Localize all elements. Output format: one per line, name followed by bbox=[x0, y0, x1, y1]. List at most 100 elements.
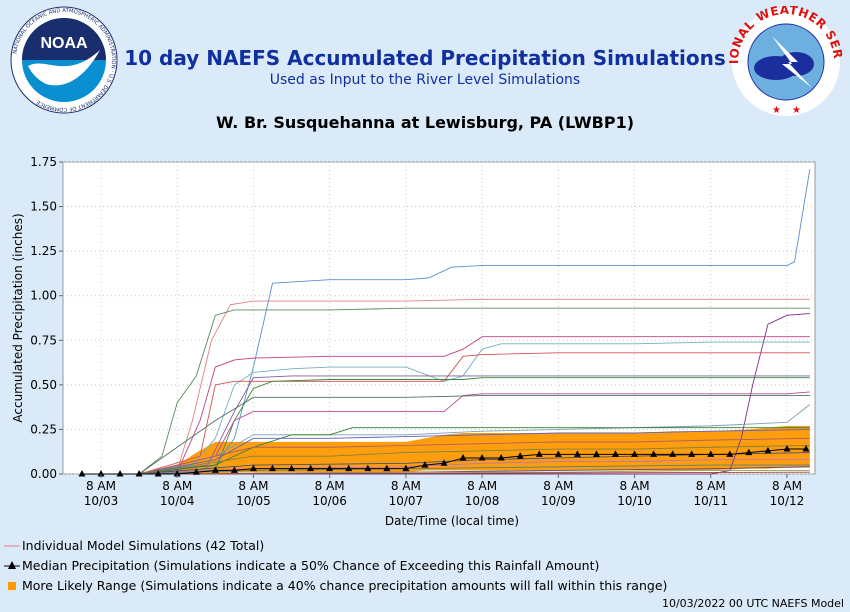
x-tick-date-label: 10/10 bbox=[617, 494, 652, 508]
median-point bbox=[592, 450, 600, 457]
simulation-line bbox=[139, 391, 810, 475]
nws-star-icon: ★ bbox=[772, 105, 781, 116]
simulation-line bbox=[139, 377, 810, 475]
simulation-line bbox=[139, 445, 810, 475]
median-point bbox=[726, 450, 734, 457]
x-tick-time-label: 8 AM bbox=[696, 479, 726, 493]
median-point bbox=[307, 464, 315, 472]
y-tick-label: 0.00 bbox=[30, 467, 57, 481]
median-point bbox=[268, 464, 276, 472]
simulation-line bbox=[138, 307, 810, 475]
y-tick-label: 1.25 bbox=[30, 244, 57, 258]
median-point bbox=[783, 445, 791, 452]
x-tick-time-label: 8 AM bbox=[162, 479, 192, 493]
x-axis-label: Date/Time (local time) bbox=[385, 514, 519, 528]
median-point bbox=[402, 464, 410, 472]
page-title: 10 day NAEFS Accumulated Precipitation S… bbox=[124, 46, 726, 70]
noaa-logo-text: NOAA bbox=[40, 35, 88, 52]
simulation-line bbox=[139, 437, 810, 475]
median-layer bbox=[78, 445, 810, 477]
median-point bbox=[135, 470, 143, 477]
median-point bbox=[192, 468, 200, 475]
y-tick-label: 1.50 bbox=[30, 200, 57, 214]
legend-triangle-icon bbox=[4, 560, 20, 572]
simulation-line bbox=[139, 471, 810, 475]
median-point bbox=[211, 466, 219, 473]
location-title: W. Br. Susquehanna at Lewisburg, PA (LWB… bbox=[215, 113, 635, 132]
legend-median-label: Median Precipitation (Simulations indica… bbox=[22, 558, 600, 573]
median-point bbox=[288, 464, 296, 472]
x-tick-time-label: 8 AM bbox=[391, 479, 421, 493]
median-point bbox=[688, 450, 696, 457]
median-point bbox=[173, 470, 181, 477]
legend-square-icon bbox=[4, 580, 20, 592]
y-axis-label: Accumulated Precipitation (inches) bbox=[11, 213, 25, 422]
simulation-line bbox=[139, 313, 810, 475]
y-tick-label: 0.50 bbox=[30, 378, 57, 392]
median-point bbox=[554, 450, 562, 457]
x-tick-time-label: 8 AM bbox=[620, 479, 650, 493]
x-tick-time-label: 8 AM bbox=[467, 479, 497, 493]
page-subtitle: Used as Input to the River Level Simulat… bbox=[269, 72, 581, 88]
x-tick-date-label: 10/05 bbox=[236, 494, 271, 508]
median-point bbox=[440, 459, 448, 466]
median-point bbox=[249, 464, 257, 472]
x-tick-time-label: 8 AM bbox=[315, 479, 345, 493]
median-point bbox=[573, 450, 581, 457]
median-point bbox=[421, 461, 429, 468]
median-point bbox=[631, 450, 639, 457]
median-point bbox=[764, 446, 772, 454]
y-tick-label: 0.25 bbox=[30, 422, 57, 436]
simulation-line bbox=[139, 428, 810, 475]
x-tick-date-label: 10/04 bbox=[160, 494, 195, 508]
x-tick-date-label: 10/09 bbox=[541, 494, 576, 508]
more-likely-range-band bbox=[139, 425, 810, 474]
legend-range-label: More Likely Range (Simulations indicate … bbox=[22, 578, 668, 593]
x-tick-date-label: 10/08 bbox=[465, 494, 500, 508]
series-layer bbox=[138, 169, 811, 475]
noaa-logo[interactable]: NOAA NATIONAL OCEANIC AND ATMOSPHERIC AD… bbox=[6, 6, 122, 114]
median-point bbox=[345, 464, 353, 472]
footer-model-run: 10/03/2022 00 UTC NAEFS Model bbox=[661, 597, 844, 610]
simulation-line bbox=[139, 298, 810, 475]
plot-area bbox=[62, 161, 816, 475]
x-tick-date-label: 10/06 bbox=[312, 494, 347, 508]
x-tick-date-label: 10/07 bbox=[389, 494, 424, 508]
median-point bbox=[802, 445, 810, 452]
y-tick-label: 1.75 bbox=[30, 155, 57, 169]
x-tick-time-label: 8 AM bbox=[238, 479, 268, 493]
median-point bbox=[650, 450, 658, 457]
median-point bbox=[230, 466, 238, 473]
median-point bbox=[669, 450, 677, 457]
simulation-line bbox=[139, 427, 810, 475]
range-band-layer bbox=[139, 425, 810, 474]
median-point bbox=[459, 453, 467, 461]
median-point bbox=[707, 450, 715, 457]
x-tick-date-label: 10/03 bbox=[84, 494, 119, 508]
median-point bbox=[383, 464, 391, 472]
simulation-line bbox=[139, 469, 810, 475]
median-point bbox=[745, 448, 753, 456]
median-point bbox=[611, 450, 619, 457]
simulation-line bbox=[138, 395, 810, 475]
median-point bbox=[78, 470, 86, 477]
legend-median: Median Precipitation (Simulations indica… bbox=[4, 558, 599, 573]
median-point bbox=[478, 453, 486, 461]
legend-individual-label: Individual Model Simulations (42 Total) bbox=[22, 538, 265, 553]
x-tick-date-label: 10/11 bbox=[693, 494, 728, 508]
median-point bbox=[326, 464, 334, 472]
nws-logo[interactable]: NATIONAL WEATHER SERVICE ★ ★ bbox=[728, 6, 844, 118]
x-tick-time-label: 8 AM bbox=[543, 479, 573, 493]
median-point bbox=[535, 450, 543, 457]
legend-line-icon bbox=[4, 540, 20, 552]
median-point bbox=[364, 464, 372, 472]
x-tick-time-label: 8 AM bbox=[772, 479, 802, 493]
median-point bbox=[154, 470, 162, 477]
nws-star-icon: ★ bbox=[792, 105, 801, 116]
median-point bbox=[97, 470, 105, 477]
simulation-line bbox=[139, 375, 810, 475]
x-tick-date-label: 10/12 bbox=[770, 494, 805, 508]
median-point bbox=[516, 452, 524, 459]
median-point bbox=[116, 470, 124, 477]
